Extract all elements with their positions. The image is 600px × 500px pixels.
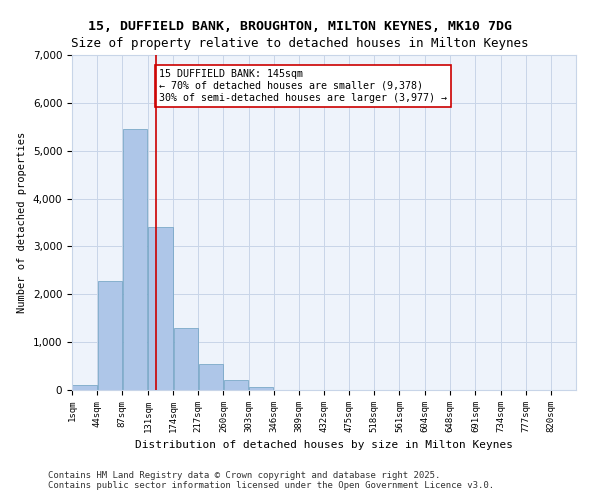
Bar [224, 380, 248, 390]
Bar [73, 385, 97, 390]
Bar [148, 228, 173, 390]
Y-axis label: Number of detached properties: Number of detached properties [17, 132, 27, 313]
Bar [122, 129, 147, 390]
Bar [98, 281, 122, 390]
Text: 15, DUFFIELD BANK, BROUGHTON, MILTON KEYNES, MK10 7DG: 15, DUFFIELD BANK, BROUGHTON, MILTON KEY… [88, 20, 512, 33]
Bar [199, 364, 223, 390]
Bar [249, 387, 274, 390]
Bar [173, 328, 198, 390]
Text: 15 DUFFIELD BANK: 145sqm
← 70% of detached houses are smaller (9,378)
30% of sem: 15 DUFFIELD BANK: 145sqm ← 70% of detach… [159, 70, 447, 102]
Text: Contains HM Land Registry data © Crown copyright and database right 2025.
Contai: Contains HM Land Registry data © Crown c… [48, 470, 494, 490]
Text: Size of property relative to detached houses in Milton Keynes: Size of property relative to detached ho… [71, 38, 529, 51]
X-axis label: Distribution of detached houses by size in Milton Keynes: Distribution of detached houses by size … [135, 440, 513, 450]
